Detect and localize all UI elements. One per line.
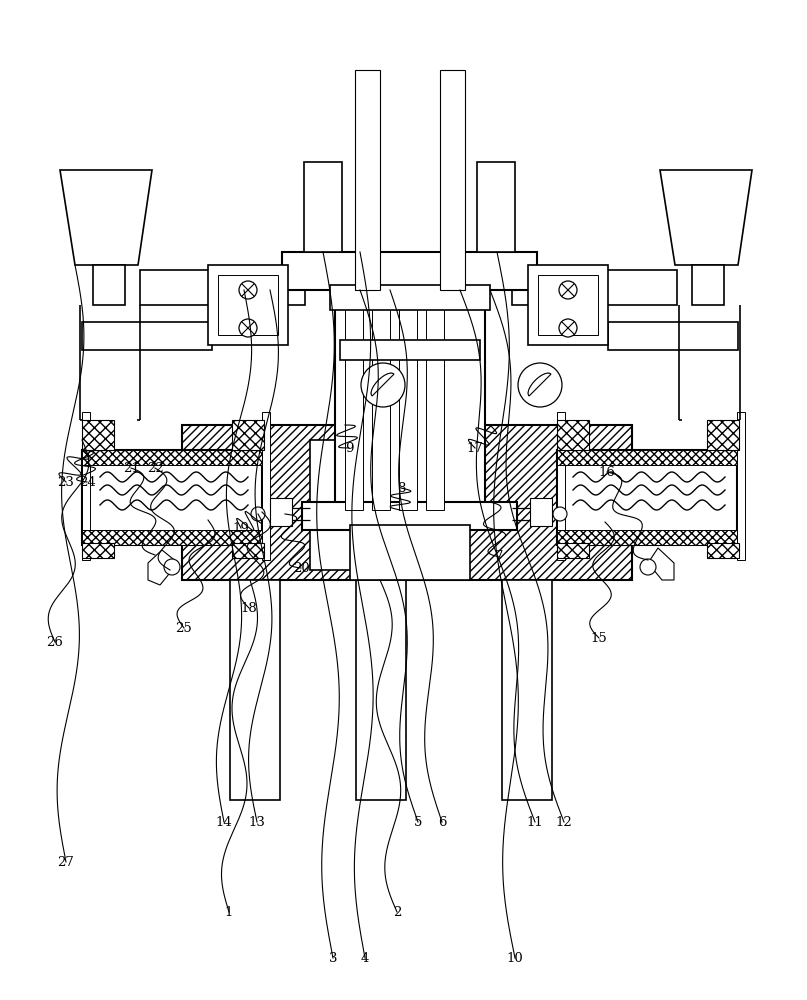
Text: 3: 3 (328, 952, 337, 964)
Text: 21: 21 (123, 462, 140, 475)
Text: 2: 2 (393, 906, 401, 918)
Text: 26: 26 (47, 636, 64, 648)
Text: 5: 5 (414, 816, 422, 828)
Circle shape (553, 507, 567, 521)
Text: 24: 24 (78, 476, 95, 488)
Bar (270, 498, 292, 526)
Bar (302, 502, 517, 530)
Bar (345, 290, 363, 510)
Polygon shape (371, 373, 394, 396)
Text: 27: 27 (57, 856, 74, 868)
Circle shape (518, 363, 562, 407)
Text: 1: 1 (225, 906, 233, 918)
Bar (557, 543, 589, 558)
Bar (557, 530, 737, 545)
Bar (340, 340, 480, 360)
Bar (737, 412, 745, 560)
Bar (355, 70, 380, 290)
Polygon shape (371, 373, 394, 396)
Bar (304, 162, 342, 252)
Text: 19: 19 (232, 522, 249, 534)
Bar (330, 285, 490, 310)
Bar (82, 322, 212, 350)
Polygon shape (660, 170, 752, 265)
Circle shape (164, 559, 180, 575)
Bar (356, 580, 406, 800)
Bar (528, 265, 608, 345)
Text: 8: 8 (397, 482, 405, 494)
Circle shape (559, 281, 577, 299)
Text: 20: 20 (293, 562, 309, 574)
Text: 18: 18 (240, 601, 257, 614)
Bar (538, 275, 598, 335)
Bar (440, 70, 465, 290)
Bar (232, 543, 264, 558)
Bar (707, 543, 739, 558)
Text: 22: 22 (147, 462, 163, 475)
Text: 11: 11 (527, 816, 543, 828)
Bar (82, 450, 262, 465)
Bar (477, 162, 515, 252)
Text: 12: 12 (556, 816, 572, 828)
Text: 7: 7 (495, 550, 504, 564)
Bar (335, 290, 485, 510)
Bar (262, 412, 270, 560)
Bar (230, 580, 280, 800)
Bar (82, 543, 114, 558)
Text: 16: 16 (599, 466, 616, 479)
Text: 9: 9 (345, 442, 353, 454)
Bar (692, 265, 724, 305)
Bar (608, 322, 738, 350)
Bar (557, 420, 589, 450)
Bar (557, 412, 565, 560)
Text: 23: 23 (57, 476, 74, 488)
Bar (82, 412, 90, 560)
Bar (82, 530, 262, 545)
Circle shape (361, 363, 405, 407)
Text: 17: 17 (466, 442, 483, 454)
Text: 4: 4 (361, 952, 369, 964)
Text: 25: 25 (176, 621, 192, 635)
Bar (310, 440, 450, 570)
Bar (232, 420, 264, 450)
Bar (208, 265, 288, 345)
Text: 15: 15 (591, 632, 608, 645)
Bar (426, 290, 444, 510)
Bar (218, 275, 278, 335)
Bar (140, 270, 305, 305)
Bar (350, 525, 470, 580)
Bar (372, 290, 390, 510)
Polygon shape (60, 170, 152, 265)
Bar (82, 420, 114, 450)
Bar (512, 270, 677, 305)
Bar (93, 265, 125, 305)
Circle shape (239, 319, 257, 337)
Text: 6: 6 (437, 816, 446, 828)
Circle shape (251, 507, 265, 521)
Text: 13: 13 (249, 816, 266, 828)
Circle shape (559, 319, 577, 337)
Circle shape (640, 559, 656, 575)
Bar (399, 290, 417, 510)
Polygon shape (648, 548, 674, 580)
Polygon shape (528, 373, 551, 396)
Polygon shape (528, 373, 551, 396)
Bar (282, 252, 537, 290)
Text: 14: 14 (215, 816, 232, 828)
Circle shape (239, 281, 257, 299)
Bar (557, 450, 737, 465)
Bar (530, 498, 552, 526)
Bar (557, 450, 737, 545)
Bar (182, 425, 632, 580)
Text: 10: 10 (507, 952, 524, 964)
Bar (502, 580, 552, 800)
Bar (82, 450, 262, 545)
Polygon shape (148, 550, 178, 585)
Bar (707, 420, 739, 450)
